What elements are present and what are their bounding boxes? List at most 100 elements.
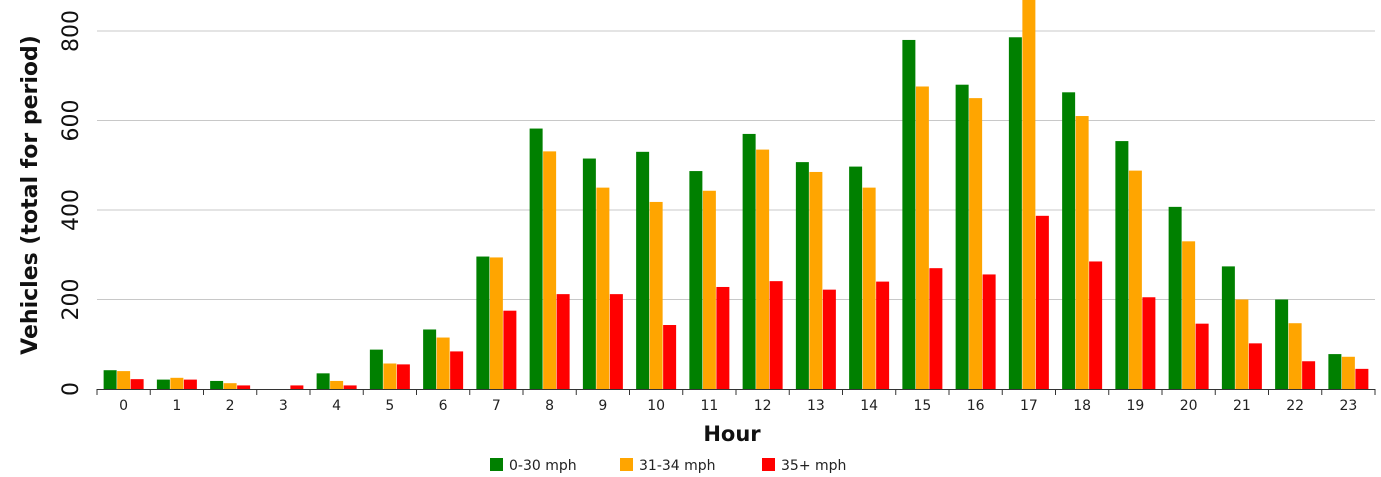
bar-31-34-mph-hour-2 <box>223 383 237 389</box>
bar-0-30-mph-hour-8 <box>529 128 543 389</box>
legend-swatch <box>762 458 775 471</box>
bar-0-30-mph-hour-9 <box>582 158 596 389</box>
x-tick-label-6: 6 <box>439 398 448 414</box>
bar-31-34-mph-hour-5 <box>383 363 397 389</box>
bar-31-34-mph-hour-15 <box>915 86 929 390</box>
x-tick-label-0: 0 <box>119 398 128 414</box>
bar-35-mph-hour-7 <box>503 310 517 389</box>
bar-35-mph-hour-8 <box>556 294 570 389</box>
legend-label: 0-30 mph <box>509 458 577 474</box>
bar-35-mph-hour-6 <box>450 351 464 389</box>
bar-0-30-mph-hour-1 <box>156 379 170 389</box>
x-tick-label-16: 16 <box>967 398 985 414</box>
x-tick-label-11: 11 <box>700 398 718 414</box>
bar-0-30-mph-hour-21 <box>1221 266 1235 389</box>
bar-35-mph-hour-20 <box>1195 323 1209 389</box>
bar-0-30-mph-hour-11 <box>689 171 703 389</box>
bar-35-mph-hour-0 <box>130 379 144 389</box>
x-tick-label-4: 4 <box>332 398 341 414</box>
x-tick-label-2: 2 <box>226 398 235 414</box>
bar-0-30-mph-hour-5 <box>369 349 383 389</box>
bar-0-30-mph-hour-20 <box>1168 206 1182 389</box>
bar-0-30-mph-hour-12 <box>742 133 756 389</box>
x-tick-label-7: 7 <box>492 398 501 414</box>
x-tick-label-5: 5 <box>385 398 394 414</box>
bar-35-mph-hour-12 <box>769 281 783 389</box>
x-axis-title: Hour <box>703 422 761 446</box>
bar-35-mph-hour-16 <box>982 274 996 389</box>
bar-31-34-mph-hour-21 <box>1235 299 1249 389</box>
bar-35-mph-hour-23 <box>1355 368 1369 389</box>
bar-35-mph-hour-21 <box>1248 343 1262 389</box>
bar-35-mph-hour-18 <box>1089 261 1103 389</box>
bars <box>103 0 1369 390</box>
legend-label: 35+ mph <box>781 458 846 474</box>
bar-0-30-mph-hour-2 <box>210 380 224 389</box>
bar-35-mph-hour-14 <box>876 281 890 389</box>
legend-swatch <box>620 458 633 471</box>
bar-0-30-mph-hour-14 <box>849 166 863 389</box>
y-tick-label-200: 200 <box>59 279 84 321</box>
bar-0-30-mph-hour-16 <box>955 84 969 389</box>
legend-label: 31-34 mph <box>639 458 716 474</box>
bar-0-30-mph-hour-10 <box>636 151 650 389</box>
bar-0-30-mph-hour-23 <box>1328 354 1342 389</box>
bar-31-34-mph-hour-1 <box>170 377 184 389</box>
x-tick-label-9: 9 <box>598 398 607 414</box>
x-tick-label-10: 10 <box>647 398 665 414</box>
bar-0-30-mph-hour-0 <box>103 370 117 389</box>
x-tick-label-3: 3 <box>279 398 288 414</box>
x-tick-label-12: 12 <box>754 398 772 414</box>
bar-35-mph-hour-15 <box>929 268 943 389</box>
bar-31-34-mph-hour-10 <box>649 201 663 389</box>
bar-31-34-mph-hour-6 <box>436 337 450 389</box>
bar-0-30-mph-hour-17 <box>1008 37 1022 389</box>
y-tick-label-400: 400 <box>59 189 84 231</box>
x-tick-label-17: 17 <box>1020 398 1038 414</box>
legend: 0-30 mph 31-34 mph 35+ mph <box>490 458 846 474</box>
legend-swatch <box>490 458 503 471</box>
bar-35-mph-hour-13 <box>822 289 836 389</box>
bar-31-34-mph-hour-16 <box>969 98 983 389</box>
bar-35-mph-hour-1 <box>183 379 197 389</box>
bar-0-30-mph-hour-7 <box>476 256 490 389</box>
x-tick-label-22: 22 <box>1286 398 1304 414</box>
bar-0-30-mph-hour-4 <box>316 373 330 389</box>
x-tick-label-8: 8 <box>545 398 554 414</box>
bar-31-34-mph-hour-9 <box>596 187 610 389</box>
x-tick-label-14: 14 <box>860 398 878 414</box>
bar-35-mph-hour-17 <box>1035 215 1049 389</box>
x-tick-label-13: 13 <box>807 398 825 414</box>
bar-35-mph-hour-10 <box>663 325 677 389</box>
bar-31-34-mph-hour-4 <box>330 380 344 389</box>
bar-31-34-mph-hour-0 <box>117 371 131 389</box>
gridlines <box>97 30 1375 300</box>
bar-31-34-mph-hour-22 <box>1288 323 1302 389</box>
x-tick-labels: 0 1 2 3 4 5 6 7 8 9 10 11 12 13 14 15 16 17 18 19 20 21 22 23 <box>119 398 1357 414</box>
x-tick-label-23: 23 <box>1339 398 1357 414</box>
bar-0-30-mph-hour-6 <box>423 329 437 389</box>
bar-31-34-mph-hour-8 <box>543 151 557 389</box>
y-tick-label-0: 0 <box>59 382 84 396</box>
x-tick-label-20: 20 <box>1180 398 1198 414</box>
x-tick-label-18: 18 <box>1073 398 1091 414</box>
bar-0-30-mph-hour-19 <box>1115 141 1129 389</box>
bar-31-34-mph-hour-20 <box>1182 241 1196 389</box>
x-tick-label-1: 1 <box>172 398 181 414</box>
bar-35-mph-hour-11 <box>716 286 730 389</box>
bar-31-34-mph-hour-14 <box>862 187 876 389</box>
bar-35-mph-hour-2 <box>237 385 251 389</box>
y-tick-labels: 0 200 400 600 800 <box>59 10 84 396</box>
bar-31-34-mph-hour-17 <box>1022 0 1036 389</box>
bar-31-34-mph-hour-23 <box>1341 356 1355 389</box>
x-tick-label-21: 21 <box>1233 398 1251 414</box>
bar-31-34-mph-hour-18 <box>1075 116 1089 390</box>
bar-31-34-mph-hour-11 <box>702 190 716 389</box>
bar-35-mph-hour-4 <box>343 385 357 389</box>
bar-35-mph-hour-9 <box>609 294 623 389</box>
bar-31-34-mph-hour-13 <box>809 171 823 389</box>
bar-31-34-mph-hour-7 <box>489 257 503 389</box>
bar-35-mph-hour-19 <box>1142 297 1156 389</box>
bar-35-mph-hour-22 <box>1302 361 1316 389</box>
